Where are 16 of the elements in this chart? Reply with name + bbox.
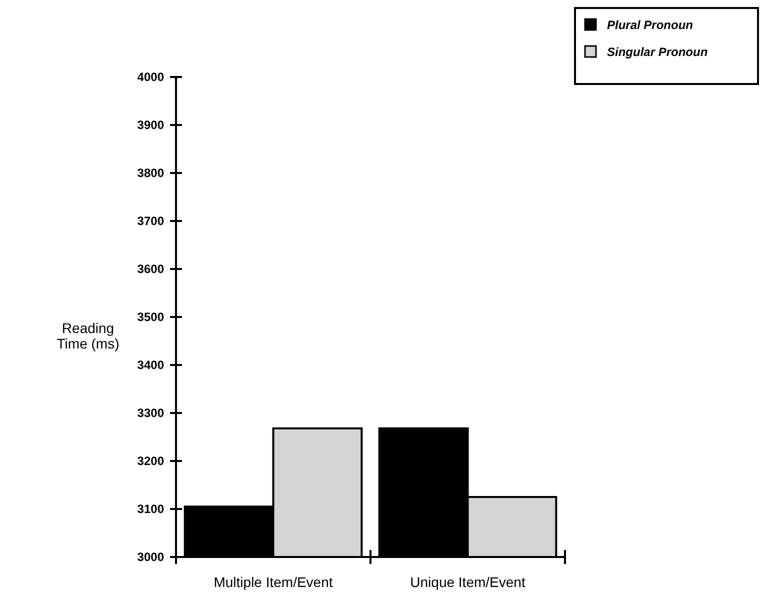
y-tick-label: 3500 [137, 310, 164, 324]
y-tick-label: 3800 [137, 166, 164, 180]
legend-label: Plural Pronoun [607, 18, 694, 32]
y-tick-label: 4000 [137, 70, 164, 84]
y-tick-label: 3100 [137, 502, 164, 516]
x-tick-label: Multiple Item/Event [214, 574, 333, 590]
y-tick-label: 3600 [137, 262, 164, 276]
y-tick-label: 3000 [137, 550, 164, 564]
y-tick-label: 3700 [137, 214, 164, 228]
y-tick-label: 3300 [137, 406, 164, 420]
y-axis-title: Reading Time (ms) [56, 320, 120, 352]
y-tick-label: 3200 [137, 454, 164, 468]
x-tick-label: Unique Item/Event [410, 574, 526, 590]
y-tick-label: 3400 [137, 358, 164, 372]
legend-label: Singular Pronoun [607, 45, 708, 59]
y-tick-label: 3900 [137, 118, 164, 132]
